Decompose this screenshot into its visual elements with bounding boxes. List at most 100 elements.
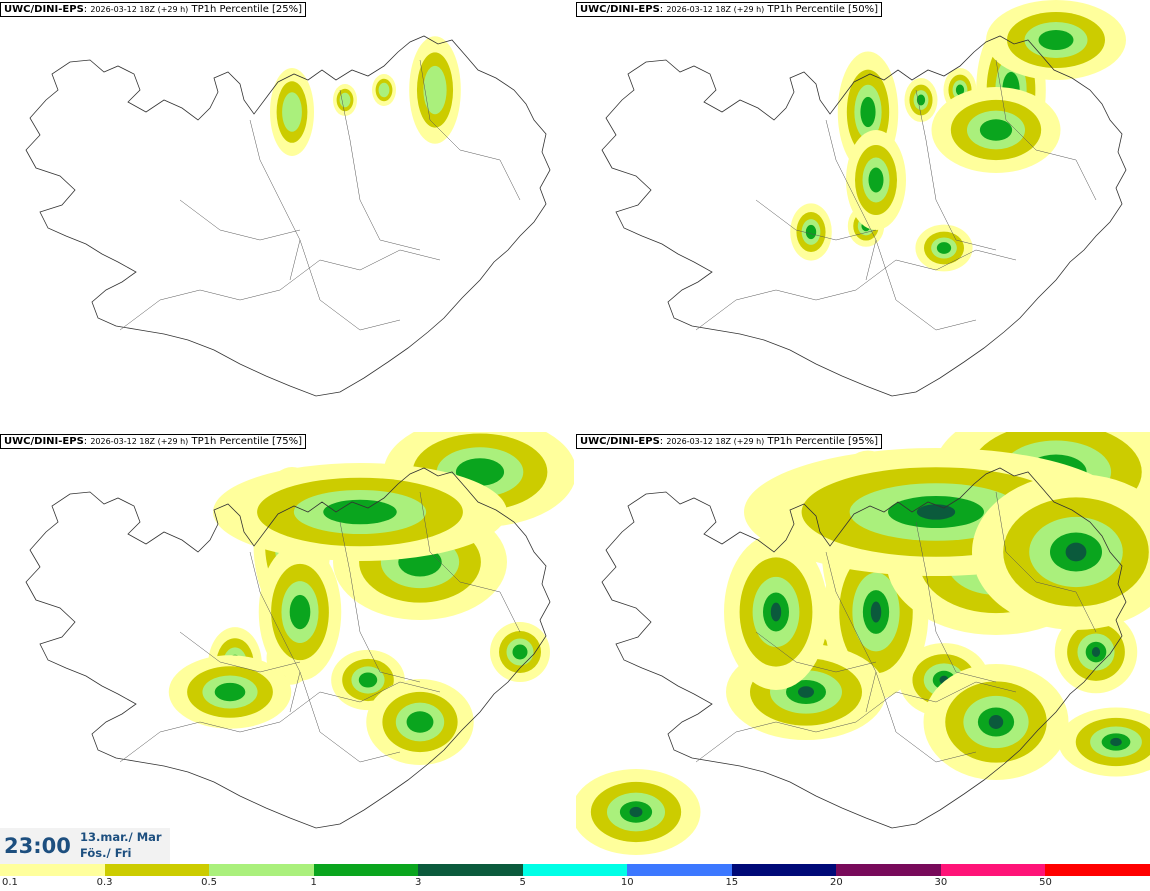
panel-title: UWC/DINI-EPS: 2026-03-12 18Z (+29 h) TP1… <box>0 2 307 17</box>
region-boundary <box>299 671 401 763</box>
precip-area-green <box>423 65 447 115</box>
region-boundary <box>339 521 421 683</box>
legend-swatch <box>418 864 523 876</box>
precip-area-green <box>339 92 351 108</box>
legend-tick-label: 0.3 <box>96 877 113 888</box>
region-boundary <box>995 491 1097 633</box>
precip-map <box>601 0 1127 397</box>
region-boundary <box>755 631 877 673</box>
legend-swatch <box>1045 864 1150 876</box>
legend-tick-label: 20 <box>829 877 843 888</box>
region-boundary <box>419 59 521 201</box>
run-info: 2026-03-12 18Z (+29 h) <box>90 5 189 14</box>
color-legend: 0.1 0.3 0.5 1 3 5 10 15 20 30 50 <box>0 864 1150 891</box>
panel-title: UWC/DINI-EPS: 2026-03-12 18Z (+29 h) TP1… <box>0 434 307 449</box>
map-panel-p25: UWC/DINI-EPS: 2026-03-12 18Z (+29 h) TP1… <box>0 0 574 430</box>
panel-title: UWC/DINI-EPS: 2026-03-12 18Z (+29 h) TP1… <box>576 2 883 17</box>
precip-area-dark <box>323 499 397 525</box>
precip-area-darkest <box>798 686 814 698</box>
legend-swatch <box>522 864 628 876</box>
region-boundary <box>875 239 977 331</box>
percentile-label: TP1h Percentile [75%] <box>191 436 303 447</box>
legend-swatch <box>940 864 1046 876</box>
run-info: 2026-03-12 18Z (+29 h) <box>666 5 765 14</box>
legend-swatch <box>836 864 941 876</box>
precip-map <box>25 35 551 397</box>
legend-color-bar <box>0 864 1150 876</box>
percentile-label: TP1h Percentile [95%] <box>767 436 879 447</box>
coastline <box>601 35 1127 397</box>
model-name: UWC/DINI-EPS <box>4 436 84 447</box>
precip-area-darkest <box>1091 647 1101 657</box>
valid-time-box: 23:00 13.mar./ Mar Fös./ Fri <box>0 828 170 864</box>
region-boundary <box>755 199 877 241</box>
percentile-label: TP1h Percentile [25%] <box>191 4 303 15</box>
region-boundary <box>179 631 301 673</box>
precip-area-dark <box>289 594 311 630</box>
model-name: UWC/DINI-EPS <box>4 4 84 15</box>
region-boundary <box>119 681 441 763</box>
region-boundary <box>915 521 997 683</box>
legend-tick-label: 0.1 <box>2 877 18 888</box>
precip-map <box>576 432 1150 855</box>
precip-area-darkest <box>870 601 882 623</box>
map-panel-p95: UWC/DINI-EPS: 2026-03-12 18Z (+29 h) TP1… <box>576 432 1150 862</box>
percentile-label: TP1h Percentile [50%] <box>767 4 879 15</box>
region-boundary <box>825 551 877 713</box>
precip-area-dark <box>860 96 876 128</box>
map-panel-p50: UWC/DINI-EPS: 2026-03-12 18Z (+29 h) TP1… <box>576 0 1150 430</box>
run-info: 2026-03-12 18Z (+29 h) <box>90 437 189 446</box>
coastline <box>601 467 1127 829</box>
precip-map <box>25 432 574 829</box>
legend-tick-label: 5 <box>519 877 526 888</box>
precip-area-dark <box>805 224 817 240</box>
coastline <box>25 35 551 397</box>
region-boundary <box>695 681 1017 763</box>
region-boundary <box>995 59 1097 201</box>
precip-area-green <box>282 92 302 132</box>
legend-swatch <box>0 864 105 876</box>
precip-area-darkest <box>1110 737 1122 747</box>
precip-area-dark <box>214 682 246 702</box>
valid-time: 23:00 <box>4 834 71 858</box>
legend-swatch <box>313 864 419 876</box>
coastline <box>25 467 551 829</box>
valid-date: 13.mar./ Mar <box>80 830 162 844</box>
legend-tick-label: 1 <box>310 877 317 888</box>
legend-tick-label: 0.5 <box>201 877 218 888</box>
region-boundary <box>915 89 997 251</box>
region-boundary <box>179 199 301 241</box>
precip-area-dark <box>936 242 952 254</box>
precip-area-darkest <box>770 602 782 622</box>
legend-tick-label: 50 <box>1039 877 1052 888</box>
region-boundary <box>875 671 977 763</box>
legend-swatch <box>104 864 210 876</box>
precip-area-dark <box>979 119 1013 141</box>
legend-swatch <box>731 864 837 876</box>
precip-area-dark <box>512 644 528 660</box>
map-panel-p75: UWC/DINI-EPS: 2026-03-12 18Z (+29 h) TP1… <box>0 432 574 862</box>
legend-tick-label: 3 <box>414 877 422 888</box>
legend-tick-label: 10 <box>620 877 634 888</box>
region-boundary <box>249 551 301 713</box>
legend-swatch <box>209 864 314 876</box>
valid-weekday: Fös./ Fri <box>80 846 132 860</box>
precip-area-dark <box>916 94 926 106</box>
precip-area-dark <box>955 84 965 96</box>
region-boundary <box>339 89 421 251</box>
legend-tick-label: 30 <box>934 877 948 888</box>
region-boundary <box>695 249 1017 331</box>
precip-area-darkest <box>1065 542 1087 562</box>
region-boundary <box>419 491 521 633</box>
precip-area-darkest <box>988 715 1004 729</box>
model-name: UWC/DINI-EPS <box>580 4 660 15</box>
region-boundary <box>249 119 301 281</box>
region-boundary <box>299 239 401 331</box>
precip-area-darkest <box>916 504 956 520</box>
precip-area-darkest <box>629 806 643 818</box>
legend-swatch <box>627 864 732 876</box>
legend-tick-label: 15 <box>725 877 739 888</box>
region-boundary <box>825 119 877 281</box>
panel-title: UWC/DINI-EPS: 2026-03-12 18Z (+29 h) TP1… <box>576 434 883 449</box>
run-info: 2026-03-12 18Z (+29 h) <box>666 437 765 446</box>
